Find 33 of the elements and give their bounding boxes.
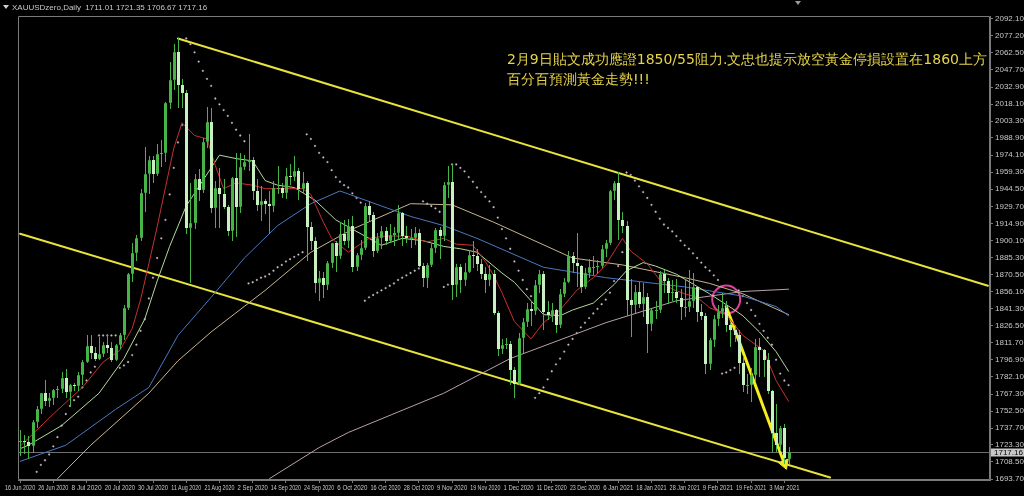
y-tick-label: 2077.20: [995, 31, 1024, 41]
y-tick-label: 1870.50: [995, 269, 1024, 279]
y-tick-label: 1782.10: [995, 372, 1024, 382]
y-tick-label: 1723.30: [995, 440, 1024, 450]
y-tick-label: 1752.50: [995, 406, 1024, 416]
y-tick-label: 2003.30: [995, 116, 1024, 126]
y-tick-label: 1841.30: [995, 303, 1024, 313]
y-tick-label: 1974.10: [995, 150, 1024, 160]
y-tick-label: 2018.10: [995, 99, 1024, 109]
y-tick-label: 1959.30: [995, 167, 1024, 177]
y-tick-label: 1914.90: [995, 218, 1024, 228]
y-tick-label: 1856.10: [995, 286, 1024, 296]
y-tick-label: 1796.90: [995, 355, 1024, 365]
y-tick-label: 1885.30: [995, 252, 1024, 262]
chart-title: XAUUSDzero,Daily 1711.01 1721.35 1706.67 1717.16: [12, 3, 208, 13]
y-tick-label: 1737.70: [995, 423, 1024, 433]
y-tick-label: 1767.30: [995, 389, 1024, 399]
y-tick-label: 1900.10: [995, 235, 1024, 245]
y-tick-label: 2062.50: [995, 48, 1024, 58]
ref-line-label: 1717.16: [994, 447, 1024, 457]
y-tick-label: 2032.90: [995, 82, 1024, 92]
y-tick-label: 1708.50: [995, 457, 1024, 467]
annotation: 百分百預測黃金走勢!!!: [506, 70, 650, 87]
annotation: 2月9日貼文成功應證1850/55阻力.文忠也提示放空黃金停損設置在1860上方: [506, 50, 987, 67]
y-tick-label: 1826.50: [995, 320, 1024, 330]
y-tick-label: 1988.90: [995, 133, 1024, 143]
y-tick-label: 1944.50: [995, 184, 1024, 194]
y-tick-label: 1811.70: [995, 337, 1024, 347]
y-tick-label: 2092.10: [995, 13, 1024, 23]
y-tick-label: 2047.70: [995, 65, 1024, 75]
x-tick-label: 8 Jul 2020: [71, 482, 102, 493]
y-tick-label: 1929.70: [995, 201, 1024, 211]
y-tick-label: 1693.70: [995, 474, 1024, 484]
